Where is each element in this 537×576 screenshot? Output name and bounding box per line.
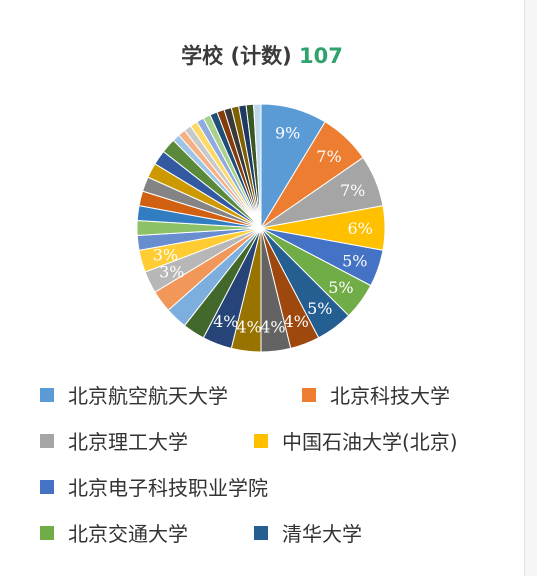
- data-label-5: 5%: [342, 251, 367, 270]
- legend-swatch: [40, 525, 54, 540]
- legend-label: 北京电子科技职业学院: [68, 476, 268, 500]
- data-label-4: 6%: [348, 219, 373, 238]
- data-label-3: 7%: [340, 181, 365, 200]
- data-label-10: 4%: [236, 317, 261, 336]
- legend-swatch: [302, 387, 316, 402]
- legend-swatch: [40, 433, 54, 448]
- legend-label: 北京交通大学: [68, 522, 188, 546]
- data-label-8: 4%: [283, 312, 308, 331]
- chart-title: 学校 (计数) 107: [0, 40, 524, 70]
- data-label-15: 3%: [159, 262, 184, 281]
- legend-swatch: [40, 479, 54, 494]
- pie-chart: 9%7%7%6%5%5%5%4%4%4%4%3%3%: [136, 103, 386, 353]
- data-label-2: 7%: [316, 147, 341, 166]
- data-label-16: 3%: [153, 246, 178, 265]
- legend-swatch: [40, 387, 54, 402]
- data-label-6: 5%: [328, 278, 353, 297]
- data-label-1: 9%: [275, 123, 300, 142]
- legend-label: 清华大学: [282, 522, 362, 546]
- legend-label: 北京理工大学: [68, 430, 188, 454]
- chart-title-text: 学校 (计数): [181, 44, 292, 68]
- window-edge: [525, 0, 537, 576]
- legend-label: 中国石油大学(北京): [282, 430, 458, 454]
- chart-total-count: 107: [298, 44, 343, 68]
- legend-item-2: 北京科技大学: [302, 380, 450, 409]
- legend-label: 北京科技大学: [330, 384, 450, 408]
- legend-item-5: 北京电子科技职业学院: [40, 472, 268, 501]
- legend-item-3: 北京理工大学: [40, 426, 188, 455]
- legend-item-6: 北京交通大学: [40, 518, 188, 547]
- data-label-7: 5%: [307, 299, 332, 318]
- legend-swatch: [254, 433, 268, 448]
- data-label-9: 4%: [260, 317, 285, 336]
- pie-slice-37: [252, 103, 262, 229]
- legend-item-7: 清华大学: [254, 518, 362, 547]
- legend-item-1: 北京航空航天大学: [40, 380, 228, 409]
- chart-panel: 学校 (计数) 107 9% 7% 7% 6% 5% 5% 5% 4% 4% 4% 4% 3% 3% 北…: [0, 0, 525, 576]
- legend-item-4: 中国石油大学(北京): [254, 426, 458, 455]
- legend-swatch: [254, 525, 268, 540]
- legend-label: 北京航空航天大学: [68, 384, 228, 408]
- data-label-11: 4%: [213, 312, 238, 331]
